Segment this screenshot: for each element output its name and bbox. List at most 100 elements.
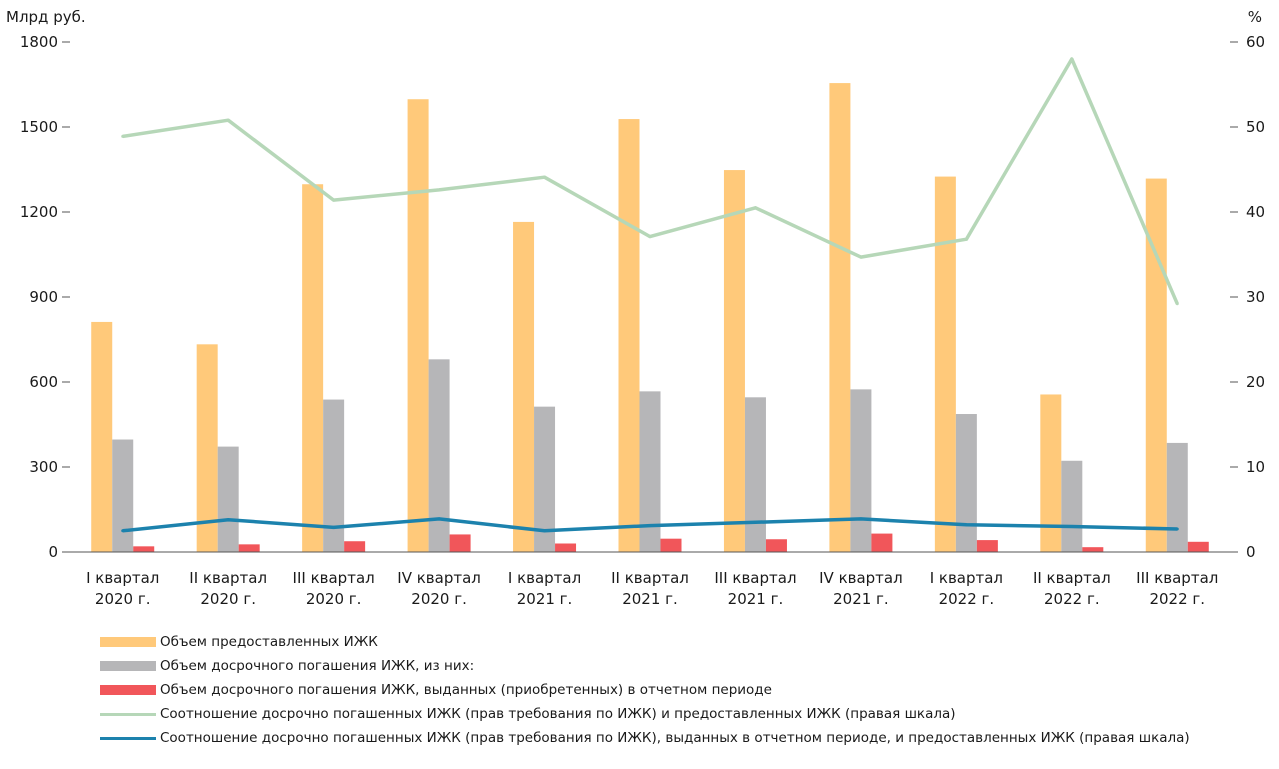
x-tick-label: III квартал 2020 г. <box>293 569 375 608</box>
legend-label: Соотношение досрочно погашенных ИЖК (пра… <box>160 730 1190 746</box>
bar-series-2 <box>428 359 450 552</box>
x-tick-label-line: 2020 г. <box>95 590 151 608</box>
x-tick-label-line: 2020 г. <box>200 590 256 608</box>
bar-series-3 <box>238 544 260 552</box>
line-point-2 <box>543 529 547 533</box>
left-tick-label: 900 <box>29 288 58 306</box>
x-tick-label: II квартал 2020 г. <box>189 569 267 608</box>
chart: Млрд руб. 0 300 600 900 1200 1500 1800 % 0 10 20 30… <box>6 8 1265 608</box>
legend-bar-swatch <box>100 637 156 647</box>
legend-item: Объем досрочного погашения ИЖК, выданных… <box>100 678 1190 702</box>
legend-label: Соотношение досрочно погашенных ИЖК (пра… <box>160 706 956 722</box>
bar-series-1 <box>513 221 535 552</box>
bar-series-3 <box>976 540 998 552</box>
x-tick-label-line: III квартал <box>1136 569 1218 587</box>
bar-series-2 <box>112 439 134 552</box>
x-tick-label-line: IV квартал <box>397 569 481 587</box>
x-tick-label: III квартал 2021 г. <box>714 569 796 608</box>
bar-series-2 <box>323 399 345 552</box>
x-tick-label: I квартал 2022 г. <box>930 569 1003 608</box>
x-tick-label-line: 2021 г. <box>517 590 573 608</box>
x-tick-label-line: 2020 г. <box>411 590 467 608</box>
legend-line-swatch <box>100 712 156 716</box>
right-tick-label: 20 <box>1246 373 1265 391</box>
bar-series-3 <box>133 546 155 552</box>
left-tick-label: 300 <box>29 458 58 476</box>
left-tick-label: 1200 <box>20 203 58 221</box>
line-point-1 <box>226 118 230 122</box>
x-tick-label-line: IV квартал <box>819 569 903 587</box>
x-tick-label-line: 2020 г. <box>306 590 362 608</box>
bar-series-2 <box>955 414 977 552</box>
bar-series-1 <box>196 344 218 552</box>
bar-series-1 <box>1145 178 1167 553</box>
x-tick-label-line: 2022 г. <box>939 590 995 608</box>
x-tick-label-line: III квартал <box>714 569 796 587</box>
line-point-1 <box>648 235 652 239</box>
x-tick-label: IV квартал 2021 г. <box>819 569 903 608</box>
x-tick-label-line: I квартал <box>86 569 159 587</box>
right-tick-label: 30 <box>1246 288 1265 306</box>
x-tick-label-line: I квартал <box>930 569 1003 587</box>
bar-series-2 <box>744 397 766 552</box>
legend-item: Объем предоставленных ИЖК <box>100 630 1190 654</box>
bar-series-3 <box>344 541 366 552</box>
x-tick-label-line: 2021 г. <box>728 590 784 608</box>
bar-series-1 <box>407 99 429 552</box>
line-point-1 <box>753 206 757 210</box>
x-tick-label-line: 2021 г. <box>622 590 678 608</box>
left-axis: Млрд руб. 0 300 600 900 1200 1500 1800 <box>6 8 86 561</box>
bar-series-3 <box>449 534 471 552</box>
legend-label: Объем предоставленных ИЖК <box>160 634 378 650</box>
line-point-1 <box>332 198 336 202</box>
bar-series-2 <box>217 446 239 552</box>
line-series-1 <box>122 57 1179 305</box>
line-point-2 <box>121 529 125 533</box>
line-point-1 <box>964 237 968 241</box>
bar-series-1 <box>91 321 113 552</box>
right-axis: % 0 10 20 30 40 50 60 <box>1230 8 1265 561</box>
left-tick-label: 1500 <box>20 118 58 136</box>
line-point-1 <box>437 188 441 192</box>
legend-item: Соотношение досрочно погашенных ИЖК (пра… <box>100 702 1190 726</box>
right-tick-label: 0 <box>1246 543 1256 561</box>
x-tick-label-line: I квартал <box>508 569 581 587</box>
x-tick-label-line: II квартал <box>189 569 267 587</box>
x-tick-label-line: 2022 г. <box>1044 590 1100 608</box>
line-point-1 <box>1175 302 1179 306</box>
bar-series-3 <box>555 543 577 552</box>
line-point-1 <box>1070 57 1074 61</box>
right-axis-unit: % <box>1248 8 1262 26</box>
legend-label: Объем досрочного погашения ИЖК, из них: <box>160 658 475 674</box>
line-point-1 <box>121 134 125 138</box>
bar-series-3 <box>765 539 787 552</box>
line-point-2 <box>1070 525 1074 528</box>
bar-series-1 <box>934 176 956 553</box>
bar-series-1 <box>302 184 324 552</box>
bar-series-2 <box>639 391 661 552</box>
line-point-2 <box>437 517 441 521</box>
legend-bar-swatch <box>100 661 156 671</box>
legend-line-swatch <box>100 736 156 740</box>
x-tick-label-line: 2022 г. <box>1149 590 1205 608</box>
line-point-2 <box>226 518 230 522</box>
right-tick-label: 10 <box>1246 458 1265 476</box>
right-tick-label: 40 <box>1246 203 1265 221</box>
line-point-2 <box>753 520 757 524</box>
line-point-2 <box>964 523 968 527</box>
bar-series-2 <box>1166 442 1188 552</box>
line-point-2 <box>332 525 336 529</box>
bar-series-3 <box>871 533 893 552</box>
x-tick-label: II квартал 2021 г. <box>611 569 689 608</box>
legend-item: Соотношение досрочно погашенных ИЖК (пра… <box>100 726 1190 750</box>
x-tick-label: IV квартал 2020 г. <box>397 569 481 608</box>
line-point-1 <box>859 255 863 259</box>
bar-series-1 <box>618 119 640 553</box>
bar-series-1 <box>1040 394 1062 552</box>
bar-series-3 <box>1082 547 1104 552</box>
bar-series-2 <box>850 389 872 552</box>
x-tick-label: I квартал 2020 г. <box>86 569 159 608</box>
x-tick-label-line: II квартал <box>1033 569 1111 587</box>
legend: Объем предоставленных ИЖК Объем досрочног… <box>100 630 1190 750</box>
legend-label: Объем досрочного погашения ИЖК, выданных… <box>160 682 772 698</box>
